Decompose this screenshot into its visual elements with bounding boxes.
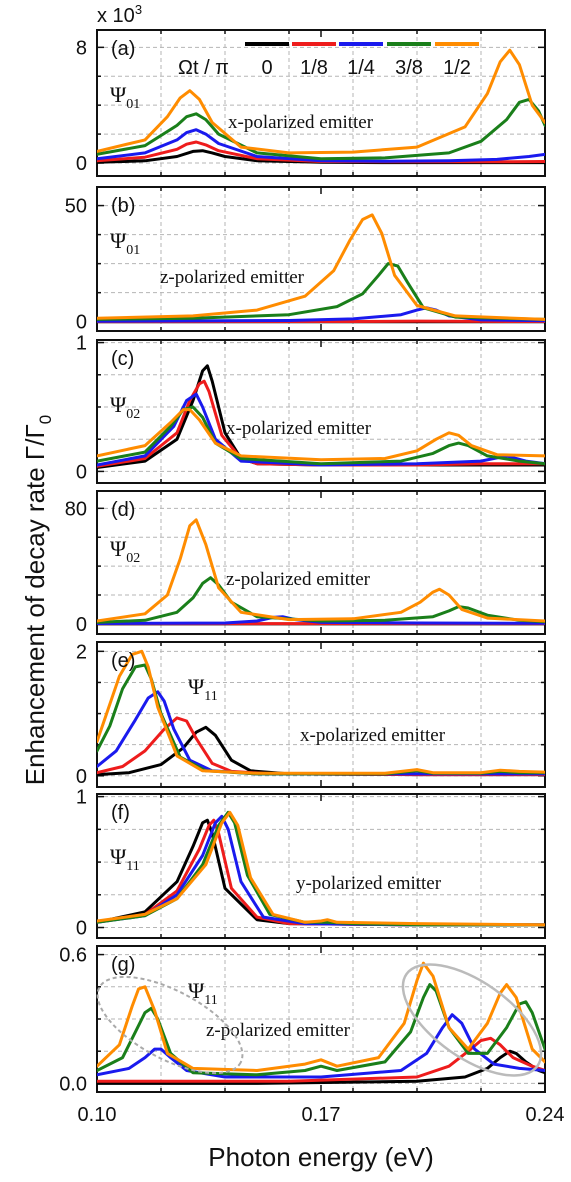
- y-axis-title-subscript: 0: [36, 415, 55, 424]
- mode-label: Ψ11: [188, 674, 218, 704]
- y-tick-label: 50: [65, 196, 87, 218]
- panel-letter: (a): [111, 38, 135, 60]
- y-tick-label: 8: [76, 37, 87, 59]
- grid: [97, 794, 545, 938]
- legend-entry: 3/8: [395, 57, 423, 79]
- y-axis-title: Enhancement of decay rate Γ/Γ0: [20, 415, 55, 786]
- panel-c: 0 1 (c) Ψ02 x-polarized emitter: [76, 333, 546, 484]
- x-tick-label: 0.17: [302, 1104, 341, 1126]
- series-group: [97, 649, 545, 777]
- panel-d: 0 80 (d) Ψ02 z-polarized emitter: [65, 490, 546, 636]
- panel-e: 0 2 (e) Ψ11 x-polarized emitter: [76, 641, 546, 788]
- panel-frame: [96, 29, 546, 177]
- y-tick-label: 0.6: [59, 945, 87, 967]
- grid: [97, 946, 545, 1092]
- series-group: [97, 518, 545, 626]
- y-tick-label: 0: [76, 766, 87, 788]
- legend-title: Ωt / π: [178, 57, 229, 79]
- emitter-label: x-polarized emitter: [226, 418, 372, 439]
- y-tick-label: 1: [76, 787, 87, 809]
- mode-label: Ψ01: [110, 228, 140, 258]
- y-tick-label: 0: [76, 461, 87, 483]
- y-tick-label: 0: [76, 614, 87, 636]
- x-tick-labels: 0.10 0.17 0.24: [78, 1104, 565, 1126]
- series-group: [97, 213, 545, 324]
- emitter-label: y-polarized emitter: [296, 873, 442, 894]
- legend-entry: 0: [261, 57, 272, 79]
- series-group: [97, 810, 545, 927]
- emitter-label: x-polarized emitter: [300, 725, 446, 746]
- annotation-ellipse-dashed: [96, 975, 244, 1075]
- annotation-ellipse: [401, 963, 543, 1077]
- panel-letter: (b): [111, 195, 135, 217]
- series-line: [97, 518, 545, 623]
- series-line: [97, 1013, 545, 1079]
- series-line: [97, 814, 545, 927]
- x-tick-label: 0.10: [78, 1104, 117, 1126]
- panel-g: 0.0 0.6 (g) Ψ11 z-polarized emitter: [59, 945, 546, 1095]
- mode-label: Ψ02: [110, 536, 140, 566]
- y-tick-label: 80: [65, 498, 87, 520]
- y-tick-label: 1: [76, 333, 87, 355]
- y-tick-label: 0: [76, 312, 87, 334]
- panel-letter: (f): [111, 802, 130, 824]
- mode-label: Ψ02: [110, 392, 140, 422]
- emitter-label: z-polarized emitter: [206, 1020, 351, 1041]
- mode-label: Ψ01: [110, 82, 140, 112]
- panel-letter: (d): [111, 499, 135, 521]
- series-line: [97, 615, 545, 625]
- panels: 0 8 (a) Ψ01 x-polarized emitter 0 50 (b) Ψ01 z-po…: [59, 29, 546, 1095]
- series-group: [97, 364, 545, 469]
- series-line: [97, 810, 545, 927]
- series-line: [97, 48, 545, 155]
- grid: [97, 30, 545, 176]
- series-line: [97, 213, 545, 321]
- panel-a: 0 8 (a) Ψ01 x-polarized emitter: [76, 29, 546, 177]
- panel-b: 0 50 (b) Ψ01 z-polarized emitter: [65, 186, 546, 334]
- series-line: [97, 649, 545, 775]
- panel-letter: (c): [111, 348, 134, 370]
- series-line: [97, 1036, 545, 1083]
- panel-frame: [96, 641, 546, 788]
- grid: [97, 187, 545, 331]
- series-line: [97, 97, 545, 161]
- mode-label: Ψ11: [110, 844, 140, 874]
- emitter-label: x-polarized emitter: [228, 112, 374, 133]
- emitter-label: z-polarized emitter: [160, 267, 305, 288]
- series-group: [97, 48, 545, 165]
- x-tick-label: 0.24: [526, 1104, 565, 1126]
- y-tick-label: 0.0: [59, 1073, 87, 1095]
- panel-f: 0 1 (f) Ψ11 y-polarized emitter: [76, 787, 546, 940]
- y-axis-title-group: Enhancement of decay rate Γ/Γ0: [20, 415, 55, 786]
- panel-letter: (e): [111, 650, 135, 672]
- legend: Ωt / π 0 1/8 1/4 3/8 1/2: [178, 42, 479, 79]
- grid: [97, 491, 545, 634]
- y-multiplier: x 103: [97, 2, 142, 27]
- panel-frame: [96, 793, 546, 939]
- legend-entry: 1/8: [300, 57, 328, 79]
- legend-entry: 1/2: [443, 57, 471, 79]
- y-tick-label: 0: [76, 153, 87, 175]
- series-group: [97, 961, 545, 1085]
- legend-entry: 1/4: [347, 57, 375, 79]
- panel-letter: (g): [111, 954, 135, 976]
- y-tick-label: 2: [76, 641, 87, 663]
- y-tick-label: 0: [76, 918, 87, 940]
- series-line: [97, 408, 545, 462]
- mode-label: Ψ11: [188, 978, 218, 1008]
- series-line: [97, 128, 545, 163]
- series-line: [97, 983, 545, 1077]
- grid: [97, 642, 545, 787]
- emitter-label: z-polarized emitter: [226, 569, 371, 590]
- x-axis-title: Photon energy (eV): [208, 1142, 433, 1172]
